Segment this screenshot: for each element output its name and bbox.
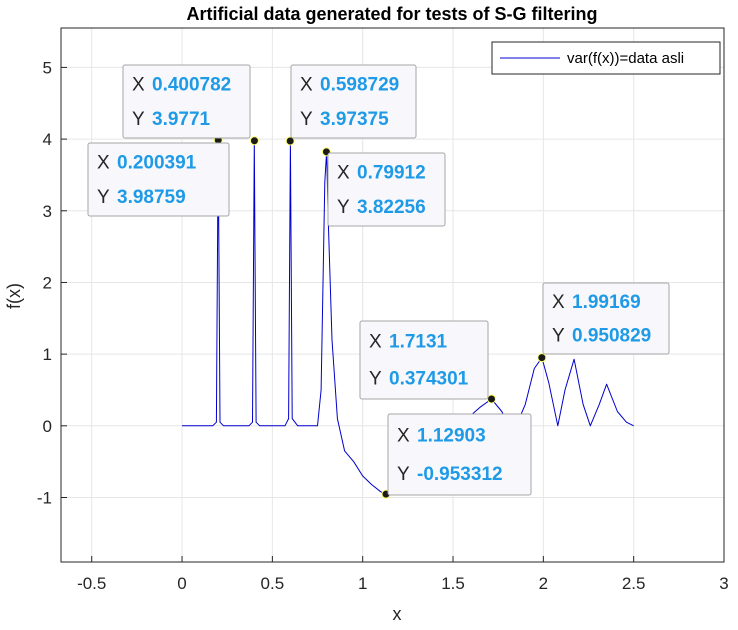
- datatip-y-label: Y: [300, 109, 313, 130]
- datatip-y-value: 3.82256: [357, 197, 426, 218]
- datatip[interactable]: X 0.598729 Y 3.97375: [290, 64, 417, 139]
- y-axis-label: f(x): [4, 283, 24, 309]
- x-tick-label: 0: [177, 574, 186, 593]
- datatip-y-value: -0.953312: [417, 464, 503, 485]
- x-tick-label: 2.5: [622, 574, 646, 593]
- datatip-marker[interactable]: [537, 353, 547, 363]
- datatip[interactable]: X 0.79912 Y 3.82256: [327, 152, 446, 227]
- datatip[interactable]: X 0.200391 Y 3.98759: [87, 142, 230, 217]
- x-tick-label: -0.5: [77, 574, 106, 593]
- datatip-y-label: Y: [552, 325, 565, 346]
- datatip-y-value: 3.9771: [152, 109, 211, 130]
- x-tick-label: 0.5: [261, 574, 285, 593]
- datatip-y-value: 3.97375: [320, 109, 389, 130]
- x-axis-label: x: [393, 604, 402, 624]
- y-tick-label: 0: [43, 417, 52, 436]
- y-tick-label: 4: [43, 130, 52, 149]
- datatip-marker[interactable]: [487, 394, 497, 404]
- y-tick-label: -1: [37, 488, 52, 507]
- chart-title: Artificial data generated for tests of S…: [186, 4, 597, 24]
- ticks: -0.5 0 0.5 1 1.5 2 2.5 3 -1 0 1 2 3 4 5: [37, 58, 729, 593]
- datatip-x-value: 0.400782: [152, 74, 231, 95]
- y-tick-label: 1: [43, 345, 52, 364]
- datatip-x-value: 0.200391: [117, 152, 197, 173]
- legend-label: var(f(x))=data asli: [567, 50, 684, 67]
- datatip-x-label: X: [397, 425, 410, 446]
- datatip[interactable]: X 1.7131 Y 0.374301: [359, 320, 489, 400]
- y-tick-label: 5: [43, 58, 52, 77]
- datatip-x-value: 1.7131: [389, 332, 448, 353]
- datatip[interactable]: X 1.99169 Y 0.950829: [542, 282, 670, 355]
- datatip-x-value: 0.79912: [357, 162, 426, 183]
- datatip[interactable]: X 0.400782 Y 3.9771: [122, 64, 251, 139]
- datatip-x-label: X: [97, 152, 110, 173]
- datatips: X 0.200391 Y 3.98759 X 0.400782 Y 3.9771 X 0.5987…: [87, 64, 670, 496]
- datatip-x-label: X: [300, 74, 313, 95]
- datatip-x-label: X: [132, 74, 145, 95]
- datatip[interactable]: X 1.12903 Y -0.953312: [387, 413, 532, 496]
- y-tick-label: 2: [43, 273, 52, 292]
- datatip-box: [327, 152, 446, 227]
- datatip-y-label: Y: [337, 197, 350, 218]
- datatip-y-value: 3.98759: [117, 187, 186, 208]
- x-tick-label: 1.5: [441, 574, 465, 593]
- datatip-x-value: 1.99169: [572, 292, 641, 313]
- datatip-x-value: 0.598729: [320, 74, 399, 95]
- datatip-y-label: Y: [397, 464, 410, 485]
- datatip-y-value: 0.950829: [572, 325, 651, 346]
- x-tick-label: 1: [358, 574, 367, 593]
- datatip-box: [359, 320, 489, 400]
- datatip-y-label: Y: [97, 187, 110, 208]
- datatip-x-label: X: [369, 332, 382, 353]
- y-tick-label: 3: [43, 202, 52, 221]
- datatip-y-label: Y: [132, 109, 145, 130]
- x-tick-label: 2: [539, 574, 548, 593]
- datatip-box: [87, 142, 230, 217]
- datatip-x-value: 1.12903: [417, 425, 486, 446]
- datatip-x-label: X: [552, 292, 565, 313]
- datatip-box: [122, 64, 251, 139]
- datatip-marker[interactable]: [249, 136, 259, 146]
- datatip-box: [387, 413, 532, 496]
- axes-box: [60, 27, 725, 563]
- datatip-x-label: X: [337, 162, 350, 183]
- datatip-y-value: 0.374301: [389, 369, 469, 390]
- datatip-box: [542, 282, 670, 355]
- datatip-y-label: Y: [369, 369, 382, 390]
- x-tick-label: 3: [719, 574, 728, 593]
- datatip-marker[interactable]: [285, 136, 295, 146]
- legend[interactable]: var(f(x))=data asli: [491, 41, 721, 75]
- datatip-box: [290, 64, 417, 139]
